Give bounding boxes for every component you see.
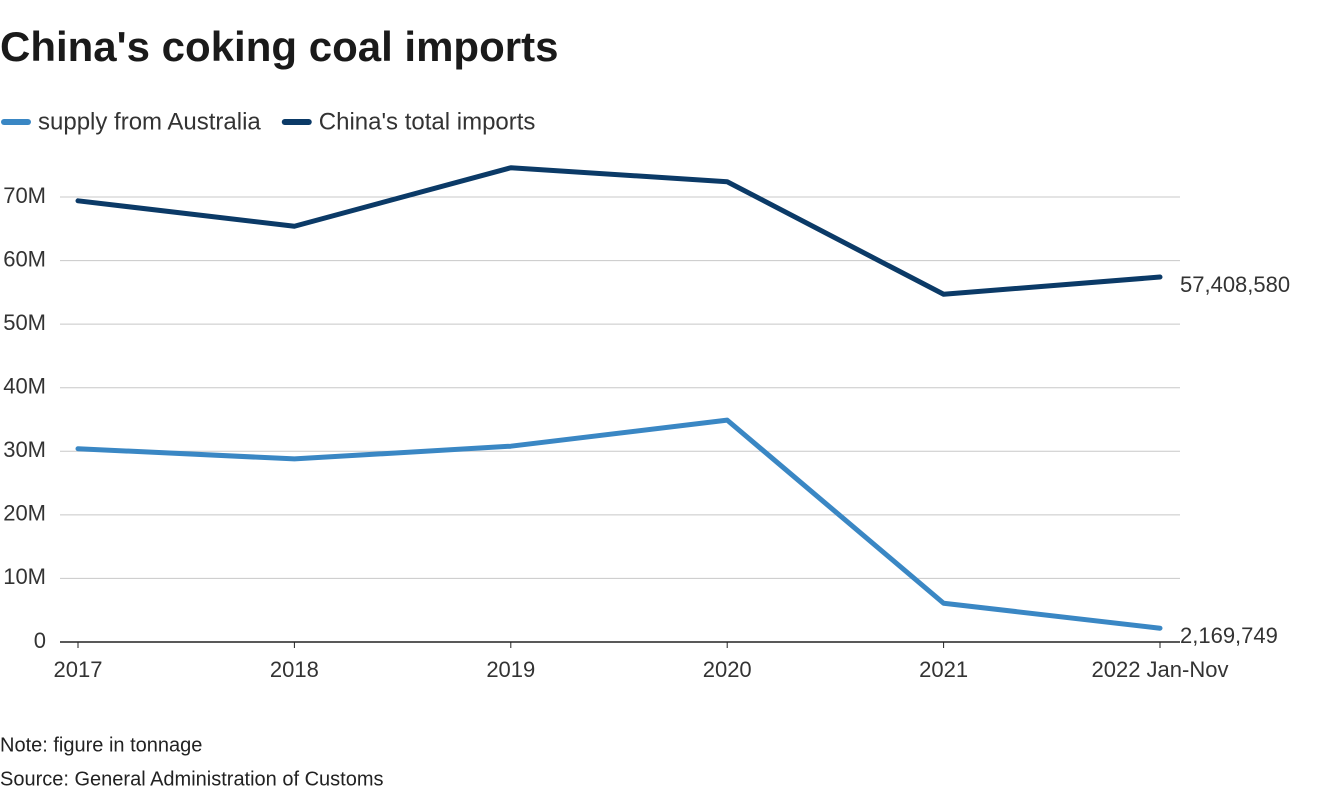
note: Note: figure in tonnage [0, 734, 202, 756]
legend-label: supply from Australia [38, 108, 261, 135]
y-tick-label: 0 [34, 628, 46, 653]
y-tick-label: 70M [3, 183, 46, 208]
y-tick-label: 60M [3, 246, 46, 271]
x-tick-label: 2019 [486, 657, 535, 682]
value-label: 2,169,749 [1180, 623, 1278, 648]
x-tick-label: 2022 Jan-Nov [1092, 657, 1229, 682]
x-tick-label: 2017 [54, 657, 103, 682]
y-tick-label: 20M [3, 501, 46, 526]
y-tick-label: 10M [3, 564, 46, 589]
source: Source: General Administration of Custom… [0, 768, 384, 790]
y-tick-label: 40M [3, 374, 46, 399]
series-line [75, 165, 1163, 297]
x-tick-label: 2020 [703, 657, 752, 682]
series-line [75, 417, 1163, 631]
legend-label: China's total imports [319, 108, 536, 135]
y-tick-label: 50M [3, 310, 46, 335]
x-tick-label: 2021 [919, 657, 968, 682]
chart-title: China's coking coal imports [0, 23, 558, 70]
value-label: 57,408,580 [1180, 272, 1290, 297]
y-tick-label: 30M [3, 437, 46, 462]
x-tick-label: 2018 [270, 657, 319, 682]
